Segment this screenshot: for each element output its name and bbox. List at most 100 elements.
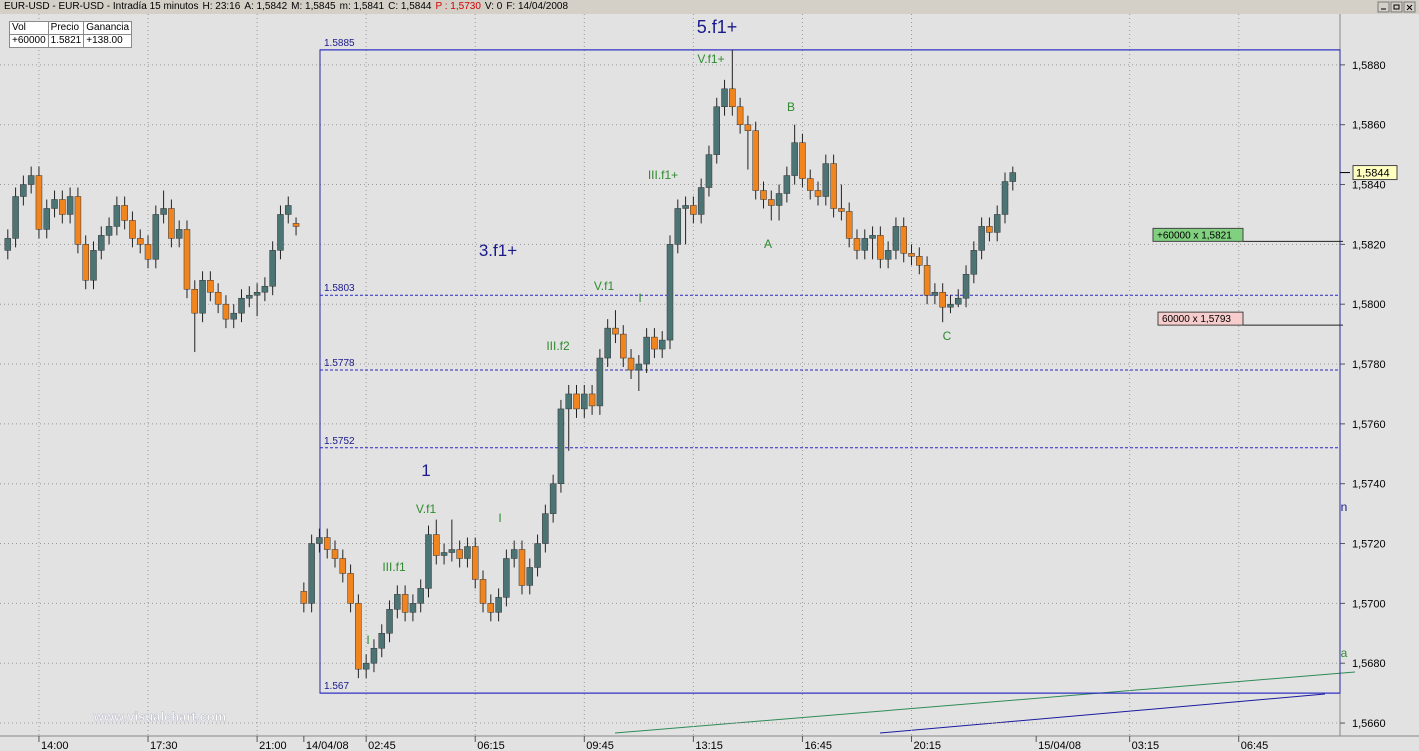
y-tick-label: 1,5740 (1352, 479, 1386, 491)
header-field: A: 1,5842 (244, 1, 288, 12)
candle-body (471, 546, 479, 580)
table-cell: +138.00 (83, 34, 133, 48)
candle-body (261, 285, 269, 293)
candle-body (464, 546, 471, 559)
candle-body (791, 142, 798, 176)
candle-body (604, 327, 611, 359)
wave-label: I (638, 291, 641, 305)
candle-body (916, 256, 923, 266)
fib-label: 1.5752 (324, 436, 355, 447)
candle-body (183, 229, 191, 290)
candle-body (806, 178, 814, 191)
candle-body (316, 537, 323, 544)
candle-body (534, 543, 541, 568)
candle-body (783, 175, 791, 194)
candle-body (845, 211, 853, 239)
candle-body (760, 190, 767, 200)
candle-body (129, 220, 136, 239)
candle-body (495, 597, 502, 613)
restore-button[interactable] (1390, 1, 1403, 13)
candle-body (300, 591, 308, 604)
fib-label: 1.5803 (324, 283, 355, 294)
candle-body (775, 193, 783, 206)
candle-body (713, 106, 720, 155)
candle-body (144, 244, 152, 260)
y-tick-label: 1,5800 (1352, 299, 1386, 311)
candle-body (736, 106, 744, 125)
candle-body (822, 163, 830, 197)
candle-body (573, 393, 580, 410)
y-tick-label: 1,5680 (1352, 658, 1386, 670)
fib-label: 1.5778 (324, 358, 355, 369)
candle-body (814, 190, 822, 197)
y-tick-label: 1,5840 (1352, 180, 1386, 192)
candle-body (651, 336, 658, 350)
trend-line (879, 693, 1326, 734)
candle-body (98, 235, 105, 251)
x-tick-label: 02:45 (368, 740, 396, 751)
header-field: F: 14/04/2008 (506, 1, 569, 12)
candle-body (246, 294, 253, 299)
last-price-box (1352, 165, 1398, 181)
candle-body (549, 483, 557, 514)
x-tick-label: 16:45 (804, 740, 832, 751)
candle-body (674, 208, 682, 245)
candle-body (635, 363, 643, 371)
wave-label: n (1341, 500, 1348, 514)
candle-body (830, 163, 837, 209)
candle-body (869, 235, 876, 239)
candle-body (136, 238, 144, 245)
header-field: m: 1,5841 (339, 1, 385, 12)
x-tick-label: 20:15 (914, 740, 942, 751)
candle-body (4, 238, 12, 251)
candle-body (877, 235, 884, 260)
fib-label: 1.567 (324, 681, 349, 692)
header-field: EUR-USD - EUR-USD - Intradía 15 minutos (4, 1, 199, 12)
candle-body (581, 393, 588, 410)
candle-body (526, 567, 534, 586)
candle-body (744, 124, 752, 131)
candle-body (113, 205, 121, 227)
wave-label: a (1341, 646, 1348, 660)
candle-body (27, 175, 35, 185)
y-tick-label: 1,5880 (1352, 60, 1386, 72)
header-field: H: 23:16 (202, 1, 241, 12)
candle-body (121, 205, 128, 221)
candle-body (323, 537, 331, 550)
window-buttons[interactable] (1377, 1, 1416, 13)
candle-body (627, 357, 635, 371)
x-tick-label: 14:00 (41, 740, 69, 751)
x-tick-label: 15/04/08 (1038, 740, 1081, 751)
wave-label: V.f1 (594, 279, 615, 293)
header-field: P : 1,5730 (435, 1, 481, 12)
order-tag-box (1157, 311, 1244, 326)
candle-body (362, 662, 370, 670)
candle-body (440, 552, 448, 556)
candle-body (620, 333, 627, 359)
candle-body (417, 588, 424, 604)
candle-body (690, 205, 697, 215)
minimize-button[interactable] (1377, 1, 1390, 13)
wave-label: 1 (421, 461, 430, 480)
candle-body (448, 549, 456, 553)
x-tick-label: 14/04/08 (306, 740, 349, 751)
candle-body (643, 336, 650, 365)
candle-body (955, 297, 962, 305)
candle-body (970, 250, 978, 275)
y-tick-label: 1,5820 (1352, 239, 1386, 251)
candle-body (1009, 172, 1017, 182)
candle-body (386, 609, 393, 634)
watermark: www.visualchart.com (93, 709, 226, 724)
candle-body (503, 558, 510, 598)
plot-background (0, 14, 1419, 751)
candle-body (939, 291, 946, 308)
candle-body (253, 291, 261, 296)
candle-body (105, 226, 113, 236)
wave-label: III.f2 (546, 339, 570, 353)
table-header: Precio (47, 21, 85, 35)
candle-body (339, 558, 347, 574)
candle-body (612, 327, 619, 335)
wave-label: III.f1 (382, 560, 406, 574)
candle-body (207, 280, 214, 293)
candle-body (90, 250, 97, 281)
